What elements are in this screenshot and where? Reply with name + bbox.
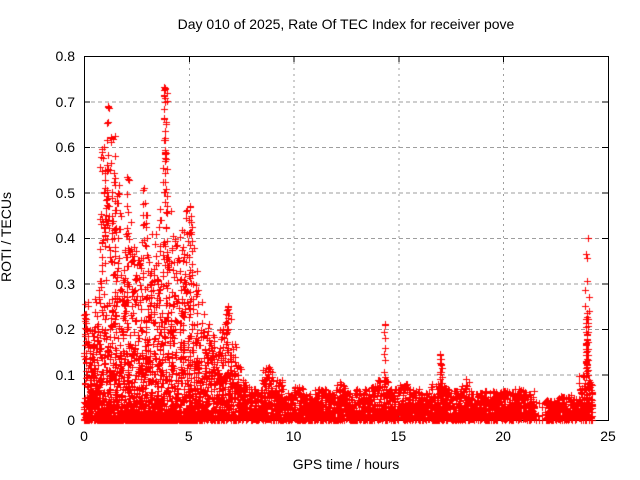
- y-tick-label: 0.2: [55, 321, 75, 337]
- y-tick-label: 0: [67, 412, 75, 428]
- y-axis-label-text: ROTI / TECUs: [0, 192, 14, 282]
- x-tick-label: 5: [184, 428, 193, 444]
- y-tick-label: 0.1: [55, 366, 75, 383]
- x-tick-label: 15: [390, 428, 407, 444]
- y-tick-label: 0.3: [55, 275, 75, 292]
- y-tick-label: 0.8: [55, 48, 75, 64]
- y-tick-label: 0.6: [55, 139, 75, 155]
- x-axis-label: GPS time / hours: [292, 456, 400, 472]
- x-tick-label: 20: [495, 428, 511, 444]
- chart-title: Day 010 of 2025, Rate Of TEC Index for r…: [177, 16, 515, 32]
- x-tick-label: 0: [80, 428, 88, 444]
- y-tick-label: 0.5: [55, 184, 75, 201]
- y-tick-label: 0.7: [55, 93, 75, 110]
- x-tick-label: 10: [285, 428, 302, 444]
- x-tick-label: 25: [600, 428, 616, 444]
- y-tick-label: 0.4: [55, 230, 75, 246]
